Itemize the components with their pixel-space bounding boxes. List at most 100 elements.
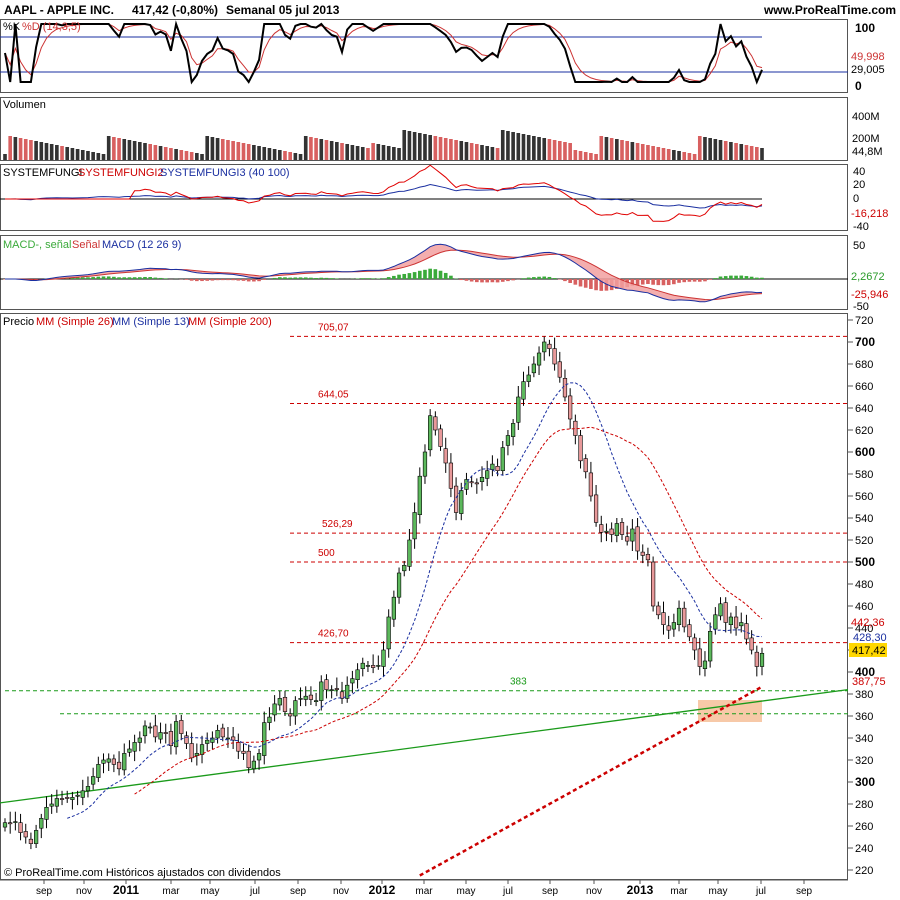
candle-body [334,688,339,690]
volume-bar [236,142,241,160]
volume-bar [459,141,464,160]
macd-hist-bar [86,277,90,279]
macd-hist-bar [324,277,329,279]
macd-label-1: MACD-, señal [3,239,71,251]
macd-hist-bar [537,276,541,279]
volume-bar [397,148,401,160]
macd-hist-bar [697,279,702,282]
macd-hist-bar [329,278,334,279]
candle-body [459,490,464,514]
price-tick-label: 280 [855,799,873,811]
candle-body [552,348,557,365]
price-tick-label: 440 [855,623,873,635]
system-label-2: SYSTEMFUNGI2 [78,167,164,179]
macd-hist-bar [210,279,215,281]
volume-bar [272,149,277,160]
macd-hist-bar [158,277,163,279]
macd-hist-bar [153,277,158,279]
candle-body [635,526,640,552]
macd-hist-bar [200,279,204,282]
volume-bar [200,154,204,160]
x-tick-label: sep [542,886,559,897]
candle-body [111,758,116,765]
candle-body [516,396,521,423]
volume-bar [521,134,526,160]
volume-bar [65,147,70,160]
volume-bar [609,138,614,160]
candle-body [542,341,547,353]
price-tick-label: 640 [855,403,873,415]
price-tick-label: 500 [855,555,875,569]
x-tick-label: 2011 [113,883,139,897]
price-tick-label: 540 [855,513,873,525]
candle-body [365,665,371,667]
volume-bar [417,133,422,160]
macd-hist-bar [226,279,230,281]
candle-body [656,605,661,616]
header-quote: 417,42 (-0,80%) [132,3,218,17]
macd-hist-bar [272,277,277,279]
stoch-tick-0: 0 [855,79,862,93]
volume-bar [511,132,515,160]
macd-hist-bar [96,276,101,279]
candle-body [215,729,220,739]
x-tick-label: 2013 [627,883,654,897]
macd-hist-bar [506,279,510,282]
macd-hist-bar [542,276,547,279]
macd-hist-bar [381,278,386,279]
volume-bar [153,145,158,160]
x-tick-label: sep [290,886,307,897]
volume-bar [692,154,697,160]
volume-bar [195,153,199,160]
volume-bar [407,131,412,160]
candle-body [511,423,516,437]
macd-hist-bar [288,277,292,279]
volume-bar [366,148,370,160]
volume-bar [112,137,116,160]
candle-body [728,616,734,625]
macd-hist-bar [205,279,210,281]
macd-hist-bar [148,277,152,279]
price-level-label: 500 [318,548,335,559]
volume-bar [39,142,44,160]
price-tick-label: 400 [855,665,875,679]
volume-bar [122,139,127,160]
volume-bar [475,144,479,160]
volume-bar [438,137,443,160]
volume-value: 44,8M [852,146,883,158]
macd-hist-bar [184,279,189,280]
macd-histogram [3,268,764,291]
candle-body [184,735,189,744]
candle-body [199,744,205,755]
macd-hist-bar [604,279,609,291]
volume-bar [288,152,292,160]
candle-body [360,662,365,670]
candle-body [18,822,23,833]
volume-bar [319,139,324,160]
stoch-tick-100: 100 [855,21,875,35]
volume-bar [267,148,272,160]
volume-bar [682,152,687,160]
volume-bar [718,140,723,160]
volume-bar [485,146,490,160]
candle-body [443,448,448,464]
candle-body [526,374,531,382]
system-tick-20: 20 [853,179,865,191]
price-value-last: 417,42 [852,645,886,657]
system-tick-40: 40 [853,166,865,178]
macd-panel-frame [0,235,848,310]
volume-bar [433,136,438,160]
volume-panel-frame [0,97,848,161]
volume-bar [557,141,562,160]
macd-hist-bar [500,279,505,282]
candle-body [521,381,526,400]
candle-body [485,470,490,479]
volume-bar [376,144,381,160]
volume-bar [563,142,567,160]
candle-body [173,721,179,748]
stoch-label-k: %K [3,21,21,33]
volume-bar [13,137,18,160]
stoch-value-k: 29,005 [851,64,885,76]
macd-hist-bar [744,276,749,279]
candle-body [417,475,422,516]
